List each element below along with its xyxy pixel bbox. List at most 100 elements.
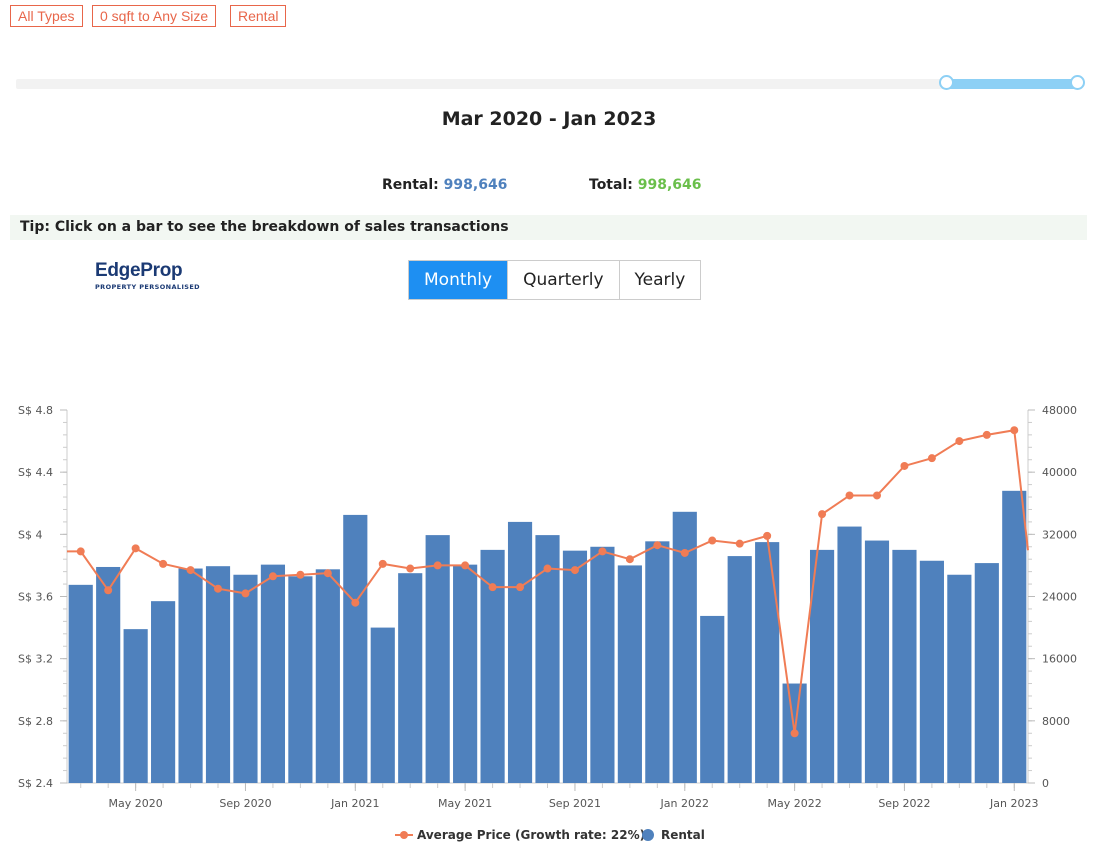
rental-bar[interactable] [1002, 490, 1027, 783]
average-price-point[interactable] [406, 564, 415, 573]
filter-property-type[interactable]: All Types [10, 5, 83, 27]
rental-bar[interactable] [96, 566, 121, 783]
rental-bar[interactable] [68, 584, 93, 783]
overall-total: Total: 998,646 [589, 177, 702, 193]
rental-bar[interactable] [343, 514, 368, 783]
average-price-point[interactable] [625, 555, 634, 564]
rental-bar[interactable] [205, 566, 231, 783]
rental-total: Rental: 998,646 [382, 177, 507, 193]
legend-bar-marker [642, 829, 654, 841]
rental-bar[interactable] [617, 565, 642, 783]
date-range-end-handle[interactable] [1070, 75, 1085, 90]
average-price-point[interactable] [461, 561, 470, 570]
x-axis-tick-label: Sep 2021 [549, 797, 601, 810]
rental-bar[interactable] [535, 535, 560, 783]
rental-bar[interactable] [233, 574, 258, 783]
legend-average-price-label[interactable]: Average Price (Growth rate: 22%) [417, 828, 645, 842]
average-price-point[interactable] [241, 589, 250, 598]
rental-bar[interactable] [398, 573, 423, 783]
average-price-point[interactable] [159, 559, 168, 568]
average-price-point[interactable] [708, 536, 717, 545]
x-axis-tick-label: Sep 2022 [878, 797, 930, 810]
rental-bar[interactable] [645, 541, 670, 783]
average-price-point[interactable] [186, 566, 195, 575]
average-price-point[interactable] [296, 570, 305, 579]
average-price-point[interactable] [818, 510, 827, 519]
rental-bar[interactable] [892, 549, 917, 783]
average-price-point[interactable] [268, 572, 277, 581]
average-price-point[interactable] [570, 566, 579, 575]
right-axis-tick-label: 0 [1042, 777, 1049, 790]
left-axis-tick-label: S$ 4.8 [18, 404, 53, 417]
rental-bar[interactable] [425, 535, 450, 783]
average-price-point[interactable] [680, 548, 689, 557]
average-price-point[interactable] [76, 547, 85, 556]
tip-banner: Tip: Click on a bar to see the breakdown… [10, 215, 1087, 240]
average-price-point[interactable] [351, 598, 360, 607]
legend-rental-label[interactable]: Rental [661, 828, 705, 842]
rental-bar[interactable] [453, 564, 478, 783]
average-price-point[interactable] [214, 584, 223, 593]
rental-bar[interactable] [974, 563, 999, 783]
rental-total-value: 998,646 [443, 177, 508, 193]
tab-yearly[interactable]: Yearly [634, 270, 686, 290]
rental-bar[interactable] [727, 556, 752, 783]
tab-quarterly[interactable]: Quarterly [508, 261, 620, 299]
average-price-point[interactable] [763, 531, 772, 540]
average-price-point[interactable] [104, 586, 113, 595]
rental-bar[interactable] [837, 526, 862, 783]
filter-size-range[interactable]: 0 sqft to Any Size [92, 5, 217, 27]
overall-total-label: Total: [589, 177, 633, 193]
rental-bar[interactable] [947, 574, 972, 783]
average-price-point[interactable] [378, 559, 387, 568]
average-price-point[interactable] [735, 539, 744, 548]
average-price-point[interactable] [982, 430, 991, 439]
right-axis-tick-label: 32000 [1042, 528, 1077, 541]
average-price-point[interactable] [433, 561, 442, 570]
average-price-point[interactable] [790, 729, 799, 738]
rental-bar[interactable] [809, 549, 835, 783]
average-price-point[interactable] [488, 583, 497, 592]
average-price-point[interactable] [1010, 426, 1019, 435]
average-price-point[interactable] [845, 491, 854, 500]
rental-bar[interactable] [590, 546, 615, 783]
rental-bar[interactable] [755, 542, 780, 783]
average-price-point[interactable] [653, 541, 662, 550]
average-price-point[interactable] [516, 583, 525, 592]
rental-bar[interactable] [260, 564, 286, 783]
x-axis-tick-label: Jan 2023 [989, 797, 1038, 810]
rental-bar[interactable] [123, 629, 148, 783]
average-price-point[interactable] [131, 544, 140, 553]
left-axis-tick-label: S$ 4.4 [18, 466, 53, 479]
right-axis-tick-label: 40000 [1042, 466, 1077, 479]
left-axis-tick-label: S$ 2.8 [18, 715, 53, 728]
rental-bar[interactable] [507, 521, 533, 783]
date-range-start-handle[interactable] [939, 75, 955, 90]
rental-bar[interactable] [151, 601, 176, 783]
rental-bar[interactable] [288, 576, 313, 783]
rental-bar[interactable] [672, 511, 697, 783]
rental-bar[interactable] [864, 540, 890, 783]
average-price-point[interactable] [872, 491, 881, 500]
filter-transaction-type[interactable]: Rental [230, 5, 287, 27]
left-axis-tick-label: S$ 3.2 [18, 653, 53, 666]
date-range-slider[interactable] [16, 75, 1085, 90]
average-price-point[interactable] [900, 461, 909, 470]
left-axis-tick-label: S$ 2.4 [18, 777, 53, 790]
x-axis-tick-label: Jan 2022 [660, 797, 709, 810]
right-axis-tick-label: 24000 [1042, 591, 1077, 604]
granularity-tabs: Monthly Quarterly Yearly [408, 260, 702, 300]
x-axis-tick-label: Jan 2021 [330, 797, 379, 810]
average-price-point[interactable] [955, 437, 964, 446]
rental-bar[interactable] [919, 560, 944, 783]
rental-bar[interactable] [315, 569, 340, 783]
rental-bar[interactable] [370, 627, 395, 783]
rental-bar[interactable] [562, 550, 588, 783]
average-price-point[interactable] [543, 564, 552, 573]
average-price-point[interactable] [598, 547, 607, 556]
rental-bar[interactable] [178, 568, 203, 783]
rental-bar[interactable] [700, 615, 725, 783]
tab-monthly[interactable]: Monthly [409, 261, 509, 299]
average-price-point[interactable] [927, 454, 936, 463]
average-price-point[interactable] [323, 569, 332, 578]
